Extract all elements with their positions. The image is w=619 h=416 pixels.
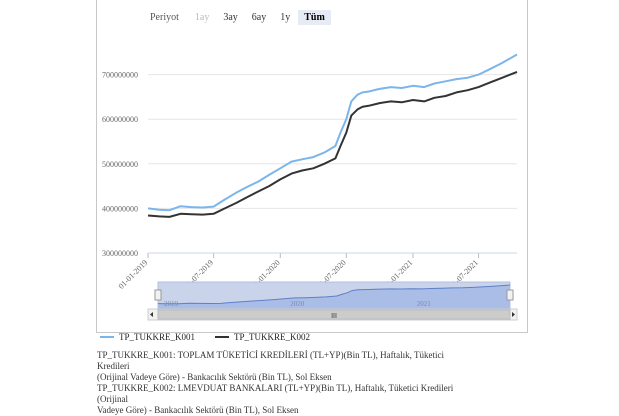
- scroll-right-arrow-icon[interactable]: [512, 312, 515, 317]
- scrollbar-thumb[interactable]: [157, 309, 511, 320]
- legend-swatch-k001: [100, 336, 114, 338]
- series-notes: TP_TUKKRE_K001: TOPLAM TÜKETİCİ KREDİLER…: [97, 350, 477, 416]
- period-selector: Periyot 1ay 3ay 6ay 1y Tüm: [150, 8, 333, 26]
- period-1ay-button[interactable]: 1ay: [194, 11, 210, 23]
- y-axis: 300000000 400000000 500000000 600000000 7000…: [102, 71, 138, 258]
- legend: TP_TUKKRE_K001 TP_TUKKRE_K002: [100, 332, 330, 342]
- legend-swatch-k002: [215, 336, 229, 338]
- y-tick-label-1: 400000000: [102, 204, 138, 213]
- series-line-k001[interactable]: [147, 53, 518, 212]
- period-label: Periyot: [150, 11, 179, 23]
- series-line-k002[interactable]: [147, 70, 518, 218]
- note-line-1: TP_TUKKRE_K001: TOPLAM TÜKETİCİ KREDİLER…: [97, 350, 444, 371]
- period-6ay-button[interactable]: 6ay: [251, 11, 267, 23]
- navigator-handle-right[interactable]: [506, 289, 514, 301]
- period-tum-button[interactable]: Tüm: [298, 9, 331, 25]
- legend-label-k001: TP_TUKKRE_K001: [119, 332, 195, 342]
- legend-item-k001[interactable]: TP_TUKKRE_K001: [100, 332, 195, 342]
- x-tick-label-0: 01-01-2019: [117, 258, 150, 291]
- scrollbar[interactable]: III: [147, 308, 518, 321]
- y-tick-label-3: 600000000: [102, 115, 138, 124]
- navigator-year-label-0: 2019: [164, 300, 179, 308]
- period-3ay-button[interactable]: 3ay: [223, 11, 238, 23]
- y-tick-label-4: 700000000: [102, 71, 138, 80]
- scrollbar-grip[interactable]: III: [331, 313, 337, 320]
- navigator-series-area: [158, 285, 510, 309]
- chart-panel: [96, 0, 528, 333]
- series-lines: [147, 53, 518, 218]
- y-tick-label-2: 500000000: [102, 160, 138, 169]
- navigator-year-label-1: 2020: [290, 300, 305, 308]
- navigator-handle-left[interactable]: [154, 289, 162, 301]
- navigator-series-line: [157, 284, 511, 305]
- legend-label-k002: TP_TUKKRE_K002: [234, 332, 310, 342]
- line-chart: 300000000 400000000 500000000 600000000 7000…: [102, 53, 518, 321]
- note-line-2: (Orijinal Vadeye Göre) - Bankacılık Sekt…: [97, 372, 332, 382]
- note-line-4: Vadeye Göre) - Bankacılık Sektörü (Bin T…: [97, 405, 299, 415]
- period-1y-button[interactable]: 1y: [280, 11, 291, 23]
- scroll-left-arrow-icon[interactable]: [150, 312, 153, 317]
- legend-item-k002[interactable]: TP_TUKKRE_K002: [215, 332, 310, 342]
- navigator[interactable]: 2019 2020 2021: [154, 281, 514, 310]
- navigator-year-label-2: 2021: [417, 300, 432, 308]
- grid-lines: [148, 74, 517, 254]
- note-line-3: TP_TUKKRE_K002: LMEVDUAT BANKALARI (TL+Y…: [97, 383, 454, 404]
- y-tick-label-0: 300000000: [102, 249, 138, 258]
